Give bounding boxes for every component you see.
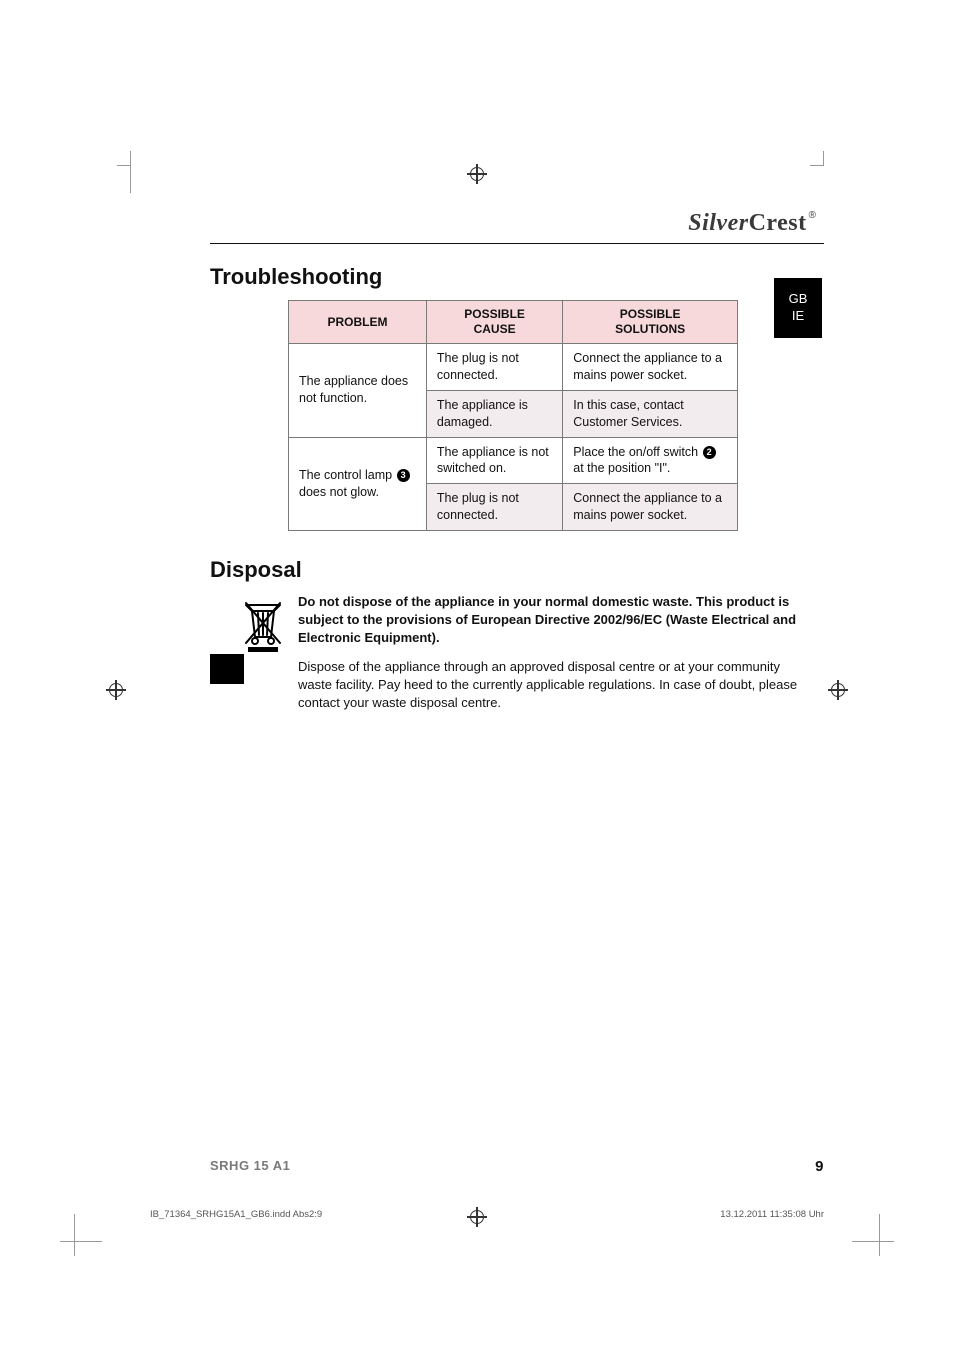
troubleshooting-heading: Troubleshooting [210, 264, 824, 290]
table-row: The control lamp 3 does not glow. The ap… [289, 437, 738, 484]
col-cause: POSSIBLE CAUSE [426, 301, 562, 344]
print-info-line: IB_71364_SRHG15A1_GB6.indd Abs2:9 13.12.… [150, 1209, 824, 1220]
disposal-text: Do not dispose of the appliance in your … [298, 593, 798, 722]
problem-cell: The control lamp 3 does not glow. [289, 437, 427, 531]
solution-cell: Connect the appliance to a mains power s… [563, 344, 738, 391]
footer-model: SRHG 15 A1 [210, 1158, 290, 1175]
cause-cell: The appliance is damaged. [426, 390, 562, 437]
cause-cell: The plug is not connected. [426, 484, 562, 531]
reference-number-icon: 3 [397, 469, 410, 482]
registration-mark [106, 680, 126, 700]
col-solutions: POSSIBLE SOLUTIONS [563, 301, 738, 344]
disposal-bold: Do not dispose of the appliance in your … [298, 593, 798, 648]
tab-line1: GB [774, 291, 822, 308]
cause-cell: The plug is not connected. [426, 344, 562, 391]
footer-page-number: 9 [815, 1158, 824, 1175]
problem-cell: The appliance does not function. [289, 344, 427, 438]
crop-mark [130, 165, 158, 193]
print-timestamp: 13.12.2011 11:35:08 Uhr [720, 1209, 824, 1220]
solution-cell: In this case, contact Customer Services. [563, 390, 738, 437]
print-file: IB_71364_SRHG15A1_GB6.indd Abs2:9 [150, 1209, 322, 1220]
crop-mark [796, 165, 824, 193]
troubleshooting-table: PROBLEM POSSIBLE CAUSE POSSIBLE SOLUTION… [288, 300, 738, 531]
brand-mark: ® [809, 210, 816, 221]
disposal-para: Dispose of the appliance through an appr… [298, 658, 798, 713]
registration-mark [828, 680, 848, 700]
crop-mark [852, 1214, 880, 1242]
table-row: The appliance does not function. The plu… [289, 344, 738, 391]
solution-cell: Place the on/off switch 2 at the positio… [563, 437, 738, 484]
brand-left: Silver [688, 210, 748, 236]
page-footer: SRHG 15 A1 9 [210, 1158, 824, 1175]
black-marker [210, 654, 244, 684]
header-rule [210, 243, 824, 244]
solution-cell: Connect the appliance to a mains power s… [563, 484, 738, 531]
registration-mark [467, 164, 487, 184]
brand-right: Crest [749, 210, 807, 236]
brand-logo: SilverCrest® [210, 210, 824, 237]
reference-number-icon: 2 [703, 446, 716, 459]
weee-icon [240, 597, 286, 660]
tab-line2: IE [774, 308, 822, 325]
disposal-heading: Disposal [210, 557, 824, 583]
col-problem: PROBLEM [289, 301, 427, 344]
cause-cell: The appliance is not switched on. [426, 437, 562, 484]
crop-mark [74, 1214, 102, 1242]
language-tab: GB IE [774, 278, 822, 338]
